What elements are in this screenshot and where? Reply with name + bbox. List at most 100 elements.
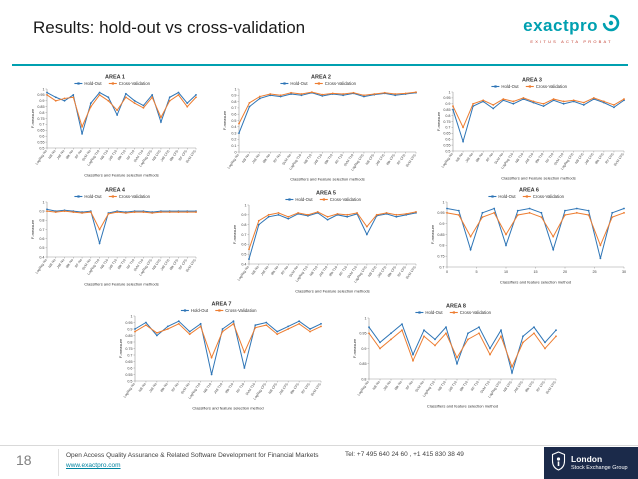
- svg-text:IBk T10: IBk T10: [117, 258, 127, 270]
- svg-text:0.9: 0.9: [231, 94, 236, 98]
- svg-text:0.75: 0.75: [125, 347, 132, 351]
- svg-text:SVM T10: SVM T10: [553, 152, 564, 166]
- svg-text:RF CFS: RF CFS: [396, 153, 407, 166]
- svg-text:J48 CFS: J48 CFS: [584, 152, 595, 166]
- svg-text:IBk CFS: IBk CFS: [289, 382, 300, 395]
- svg-text:0.9: 0.9: [241, 213, 246, 217]
- svg-text:AREA 4: AREA 4: [105, 188, 126, 194]
- svg-text:Hold-Out: Hold-Out: [191, 308, 209, 313]
- slide-title: Results: hold-out vs cross-validation: [33, 18, 306, 37]
- svg-text:SVM No: SVM No: [414, 380, 425, 393]
- svg-text:0: 0: [446, 270, 448, 274]
- svg-text:0.9: 0.9: [361, 347, 366, 351]
- svg-text:0.5: 0.5: [39, 146, 44, 150]
- svg-text:SVM No: SVM No: [281, 153, 292, 166]
- svg-text:J48 No: J48 No: [56, 258, 66, 269]
- svg-text:0.55: 0.55: [37, 140, 44, 144]
- chart-area-3: AREA 3 Hold-Out Cross-Validation 0.5 0.55 0.6…: [436, 75, 628, 181]
- svg-text:J48 CFS: J48 CFS: [160, 258, 171, 272]
- svg-text:NB CFS: NB CFS: [268, 382, 279, 395]
- svg-text:RF CFS: RF CFS: [301, 382, 312, 395]
- svg-text:J48 No: J48 No: [56, 149, 66, 160]
- svg-text:0.95: 0.95: [125, 321, 132, 325]
- footer-telephone: Tel: +7 495 640 24 60 , +1 415 830 38 49: [345, 451, 464, 458]
- svg-text:NB T10: NB T10: [437, 380, 447, 392]
- svg-text:RF CFS: RF CFS: [536, 380, 547, 393]
- exactpro-swirl-icon: [602, 14, 620, 37]
- svg-text:SVM CFS: SVM CFS: [545, 380, 557, 395]
- svg-text:1: 1: [442, 200, 444, 204]
- website-link[interactable]: www.exactpro.com: [66, 462, 121, 470]
- svg-text:RF T10: RF T10: [545, 152, 555, 164]
- svg-text:RF T10: RF T10: [470, 380, 480, 392]
- svg-text:J48 T10: J48 T10: [524, 152, 534, 164]
- svg-text:J48 No: J48 No: [148, 382, 158, 393]
- svg-text:10: 10: [504, 270, 508, 274]
- footer-tagline: Open Access Quality Assurance & Related …: [66, 452, 319, 459]
- svg-text:Classifiers and Feature select: Classifiers and Feature selection method…: [290, 177, 364, 182]
- svg-text:0.7: 0.7: [439, 265, 444, 269]
- svg-text:NB CFS: NB CFS: [367, 265, 378, 278]
- svg-text:0.7: 0.7: [231, 106, 236, 110]
- svg-text:Cross-Validation: Cross-Validation: [119, 81, 151, 86]
- svg-text:RF No: RF No: [405, 380, 414, 390]
- svg-text:NB T10: NB T10: [309, 265, 319, 277]
- svg-text:SVM CFS: SVM CFS: [405, 265, 417, 280]
- svg-text:0.9: 0.9: [439, 222, 444, 226]
- svg-text:RF T10: RF T10: [334, 153, 344, 165]
- svg-text:J48 CFS: J48 CFS: [376, 265, 387, 279]
- svg-text:AREA 3: AREA 3: [522, 78, 542, 84]
- svg-text:IBk No: IBk No: [394, 380, 403, 391]
- svg-text:0.5: 0.5: [39, 246, 44, 250]
- svg-text:LogReg No: LogReg No: [35, 258, 48, 274]
- svg-text:LogReg No: LogReg No: [123, 382, 136, 398]
- svg-text:NB No: NB No: [48, 149, 57, 160]
- svg-text:0.7: 0.7: [39, 123, 44, 127]
- svg-text:F-measure: F-measure: [232, 224, 237, 244]
- svg-text:SVM T10: SVM T10: [133, 149, 144, 163]
- svg-text:1: 1: [130, 314, 132, 318]
- svg-text:J48 No: J48 No: [251, 153, 261, 164]
- svg-text:0.5: 0.5: [231, 119, 236, 123]
- svg-text:Hold-Out: Hold-Out: [84, 194, 102, 199]
- svg-text:20: 20: [563, 270, 567, 274]
- svg-text:F-measure: F-measure: [222, 110, 227, 130]
- svg-text:5: 5: [475, 270, 477, 274]
- svg-text:1: 1: [364, 316, 366, 320]
- svg-text:J48 CFS: J48 CFS: [513, 380, 524, 394]
- svg-text:J48 CFS: J48 CFS: [278, 382, 289, 396]
- svg-text:Cross-Validation: Cross-Validation: [325, 81, 357, 86]
- svg-text:J48 CFS: J48 CFS: [160, 149, 171, 163]
- footer-separator: [58, 449, 59, 476]
- svg-text:0.7: 0.7: [39, 228, 44, 232]
- svg-text:IBk No: IBk No: [160, 382, 169, 393]
- svg-text:Hold-Out: Hold-Out: [501, 84, 519, 89]
- exactpro-motto: EXITUS ACTA PROBAT: [530, 39, 613, 44]
- svg-text:0.6: 0.6: [39, 135, 44, 139]
- svg-text:RF T10: RF T10: [338, 265, 348, 277]
- svg-text:0.4: 0.4: [241, 262, 246, 266]
- svg-text:IBk CFS: IBk CFS: [385, 153, 396, 166]
- svg-text:Classifiers and Feature select: Classifiers and Feature selection method…: [295, 289, 369, 294]
- svg-text:AREA 8: AREA 8: [446, 304, 466, 310]
- svg-text:J48 T10: J48 T10: [108, 149, 118, 161]
- svg-text:0.65: 0.65: [125, 360, 132, 364]
- svg-text:IBk CFS: IBk CFS: [387, 265, 398, 278]
- svg-text:0.75: 0.75: [437, 254, 444, 258]
- svg-text:F-measure: F-measure: [118, 338, 123, 358]
- svg-text:SVM No: SVM No: [180, 382, 191, 395]
- svg-text:Cross-Validation: Cross-Validation: [460, 310, 492, 315]
- svg-text:IBk CFS: IBk CFS: [169, 149, 180, 162]
- svg-text:0.95: 0.95: [359, 332, 366, 336]
- svg-text:0.8: 0.8: [39, 219, 44, 223]
- svg-text:IBk No: IBk No: [475, 152, 484, 163]
- svg-text:0.3: 0.3: [231, 131, 236, 135]
- svg-text:0.5: 0.5: [127, 379, 132, 383]
- svg-text:0.7: 0.7: [241, 233, 246, 237]
- header-divider: [12, 64, 628, 66]
- svg-text:Classifiers and feature select: Classifiers and feature selection method: [500, 280, 571, 285]
- svg-text:F-measure: F-measure: [30, 108, 35, 128]
- svg-text:SVM CFS: SVM CFS: [405, 153, 417, 168]
- svg-text:0.7: 0.7: [127, 353, 132, 357]
- svg-text:0.8: 0.8: [39, 111, 44, 115]
